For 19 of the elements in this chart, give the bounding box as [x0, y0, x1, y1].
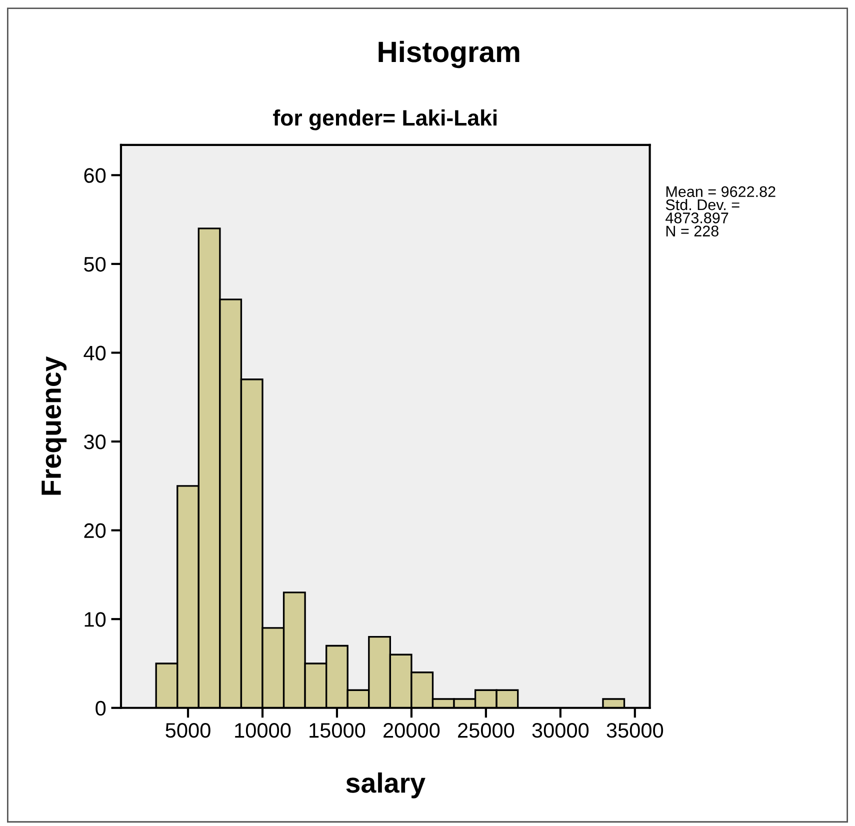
- y-tick-label: 30: [84, 434, 106, 450]
- y-tick-label: 60: [84, 168, 106, 183]
- x-axis-title: salary: [346, 772, 426, 798]
- chart-title: Histogram: [378, 40, 520, 68]
- x-tick-label: 15000: [310, 723, 366, 738]
- x-tick-label: 5000: [166, 723, 210, 738]
- y-tick-label: 0: [96, 700, 106, 716]
- x-tick-label: 20000: [384, 723, 440, 738]
- x-tick-label: 30000: [532, 723, 589, 738]
- y-tick-label: 50: [84, 256, 106, 272]
- y-tick-label: 10: [84, 612, 106, 627]
- chart-subtitle: for gender= Laki-Laki: [273, 109, 497, 130]
- x-tick-label: 25000: [458, 723, 514, 738]
- y-tick-label: 40: [84, 346, 106, 360]
- text: Mean = 9622.82 Std. Dev. = 4873.897 N = 228: [666, 186, 776, 236]
- y-tick-label: 20: [84, 523, 106, 538]
- x-tick-label: 35000: [606, 723, 664, 738]
- x-tick-label: 10000: [235, 723, 291, 738]
- y-axis-title: Frequency: [42, 356, 67, 495]
